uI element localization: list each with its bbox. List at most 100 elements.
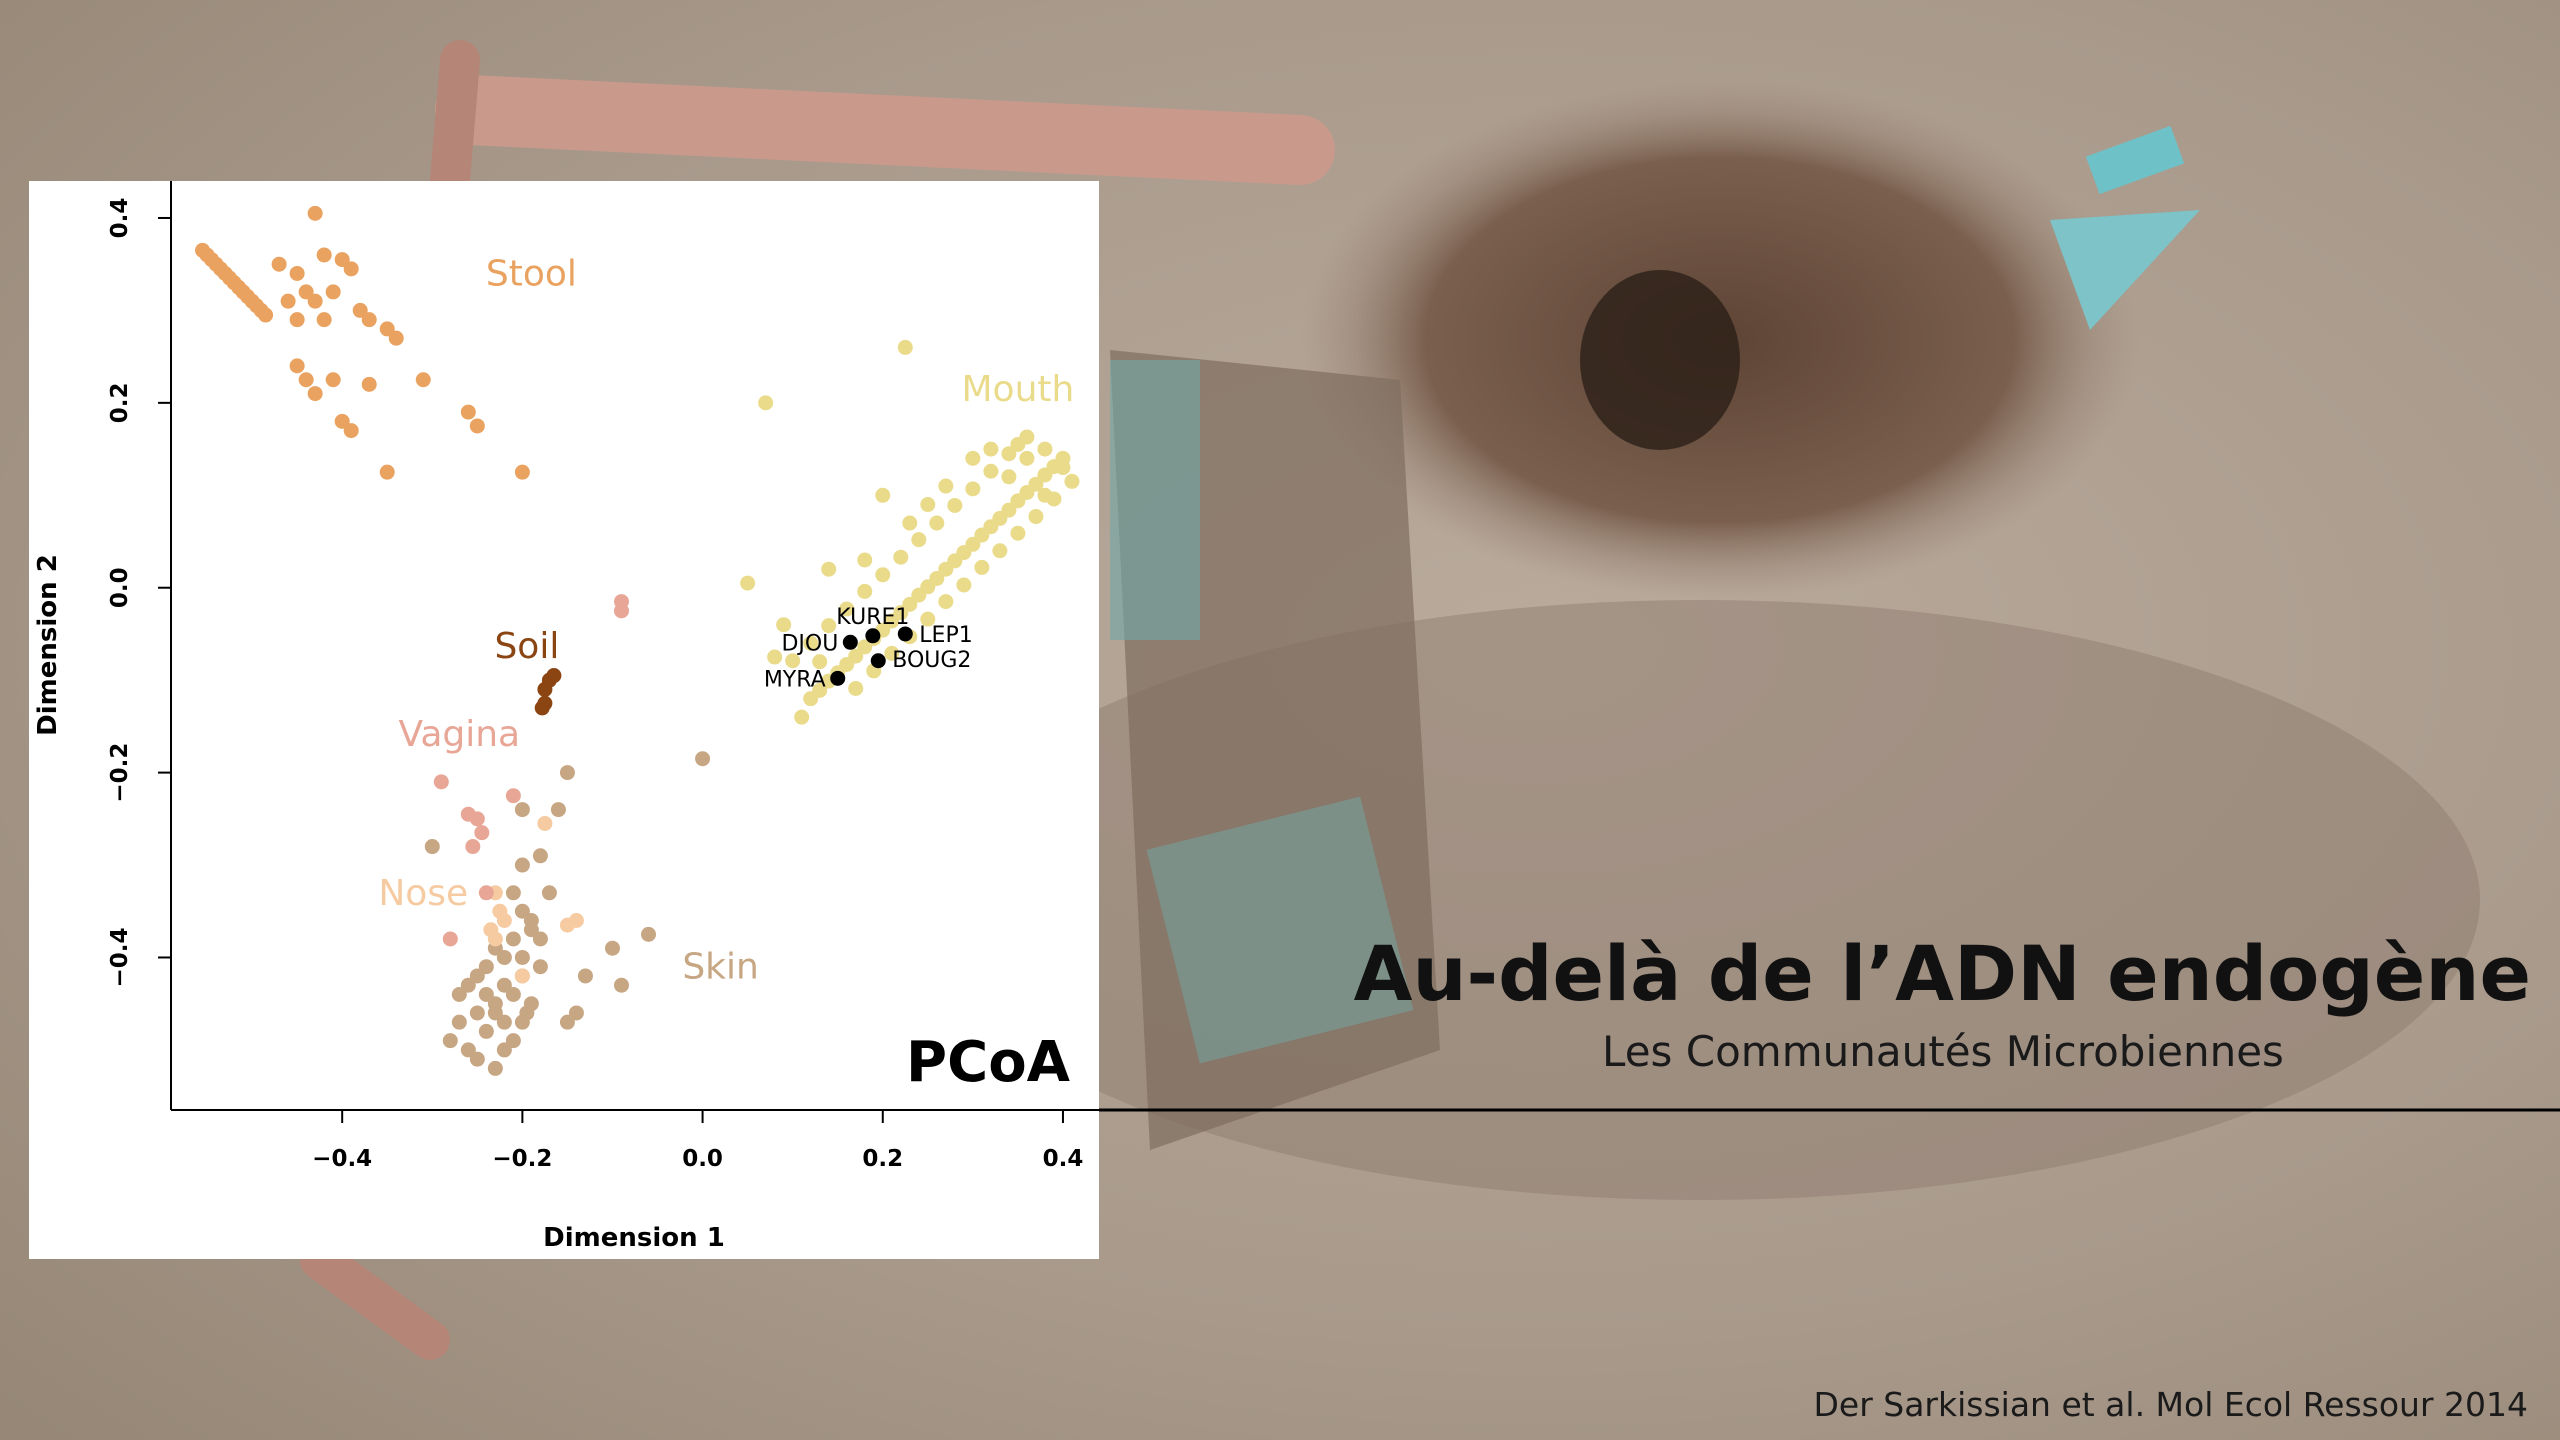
scatter-point [451, 1014, 467, 1030]
scatter-point [537, 681, 553, 697]
scatter-point [902, 596, 918, 612]
sample-label: LEP1 [919, 623, 972, 648]
scatter-point [478, 959, 494, 975]
scatter-point [343, 423, 359, 439]
scatter-point [325, 284, 341, 300]
scatter-point [613, 977, 629, 993]
scatter-point [577, 968, 593, 984]
scatter-point [568, 913, 584, 929]
scatter-point [992, 543, 1008, 559]
scatter-point [469, 968, 485, 984]
scatter-point [938, 478, 954, 494]
x-tick-label: 0.2 [862, 1146, 903, 1172]
scatter-point [1037, 441, 1053, 457]
scatter-point [965, 450, 981, 466]
series-label: Soil [494, 626, 559, 667]
scatter-point [514, 903, 530, 919]
scatter-point [505, 885, 521, 901]
series-label: Vagina [398, 714, 520, 755]
scatter-point [514, 857, 530, 873]
y-axis-title: Dimension 2 [33, 554, 63, 736]
sample-point [897, 626, 913, 642]
scatter-point [289, 358, 305, 374]
scatter-point [794, 709, 810, 725]
scatter-point [424, 839, 440, 855]
scatter-point [875, 567, 891, 583]
scatter-point [514, 802, 530, 818]
slide-subtitle: Les Communautés Microbiennes [1602, 1027, 2284, 1076]
scatter-point [307, 386, 323, 402]
series-label: Skin [682, 947, 759, 988]
scatter-point [487, 931, 503, 947]
scatter-point [334, 413, 350, 429]
scatter-point [812, 654, 828, 670]
scatter-point [532, 959, 548, 975]
scatter-point [1001, 446, 1017, 462]
scatter-point [514, 464, 530, 480]
scatter-point [550, 802, 566, 818]
scatter-point [532, 931, 548, 947]
scatter-point [258, 307, 274, 323]
scatter-point [496, 1042, 512, 1058]
scatter-point [965, 481, 981, 497]
scatter-point [1019, 450, 1035, 466]
scatter-point [812, 682, 828, 698]
scatter-point [478, 885, 494, 901]
scatter-point [848, 648, 864, 664]
scatter-point [541, 885, 557, 901]
scatter-point [1028, 476, 1044, 492]
scatter-point [1010, 525, 1026, 541]
scatter-point [568, 1005, 584, 1021]
sample-point [865, 628, 881, 644]
scatter-point [785, 653, 801, 669]
scatter-point [325, 372, 341, 388]
scatter-point [478, 986, 494, 1002]
scatter-point [523, 913, 539, 929]
x-tick-label: 0.0 [682, 1146, 723, 1172]
chart-panel [29, 181, 1099, 1259]
scatter-point [897, 339, 913, 355]
scatter-point [460, 404, 476, 420]
scatter-point [920, 611, 936, 627]
scatter-point [280, 293, 296, 309]
scatter-point [1001, 469, 1017, 485]
scatter-point [965, 536, 981, 552]
scatter-point [514, 949, 530, 965]
scatter-point [469, 1051, 485, 1067]
scatter-point [1064, 473, 1080, 489]
sample-label: BOUG2 [892, 648, 971, 673]
scatter-point [604, 940, 620, 956]
scatter-point [776, 617, 792, 633]
series-label: Mouth [961, 369, 1074, 410]
scatter-point [505, 1033, 521, 1049]
scatter-point [487, 1060, 503, 1076]
scatter-point [559, 1014, 575, 1030]
scatter-point [343, 261, 359, 277]
scatter-point [289, 265, 305, 281]
scatter-point [460, 1042, 476, 1058]
scatter-point [1010, 436, 1026, 452]
series-label: Stool [486, 253, 577, 294]
y-tick-label: 0.2 [107, 382, 133, 423]
scatter-point [546, 668, 562, 684]
scatter-point [1037, 487, 1053, 503]
scatter-point [1055, 460, 1071, 476]
scatter-point [947, 497, 963, 513]
scatter-point [307, 205, 323, 221]
scatter-point [537, 695, 553, 711]
scatter-point [487, 1005, 503, 1021]
scatter-point [983, 441, 999, 457]
scatter-point [352, 302, 368, 318]
scatter-point [532, 848, 548, 864]
scatter-point [857, 583, 873, 599]
scatter-point [469, 418, 485, 434]
scatter-point [474, 825, 490, 841]
scatter-point [857, 552, 873, 568]
scatter-point [641, 926, 657, 942]
scatter-point [298, 372, 314, 388]
scatter-point [803, 635, 819, 651]
scatter-point [938, 594, 954, 610]
scatter-point [307, 293, 323, 309]
chart-title: PCoA [906, 1030, 1071, 1095]
